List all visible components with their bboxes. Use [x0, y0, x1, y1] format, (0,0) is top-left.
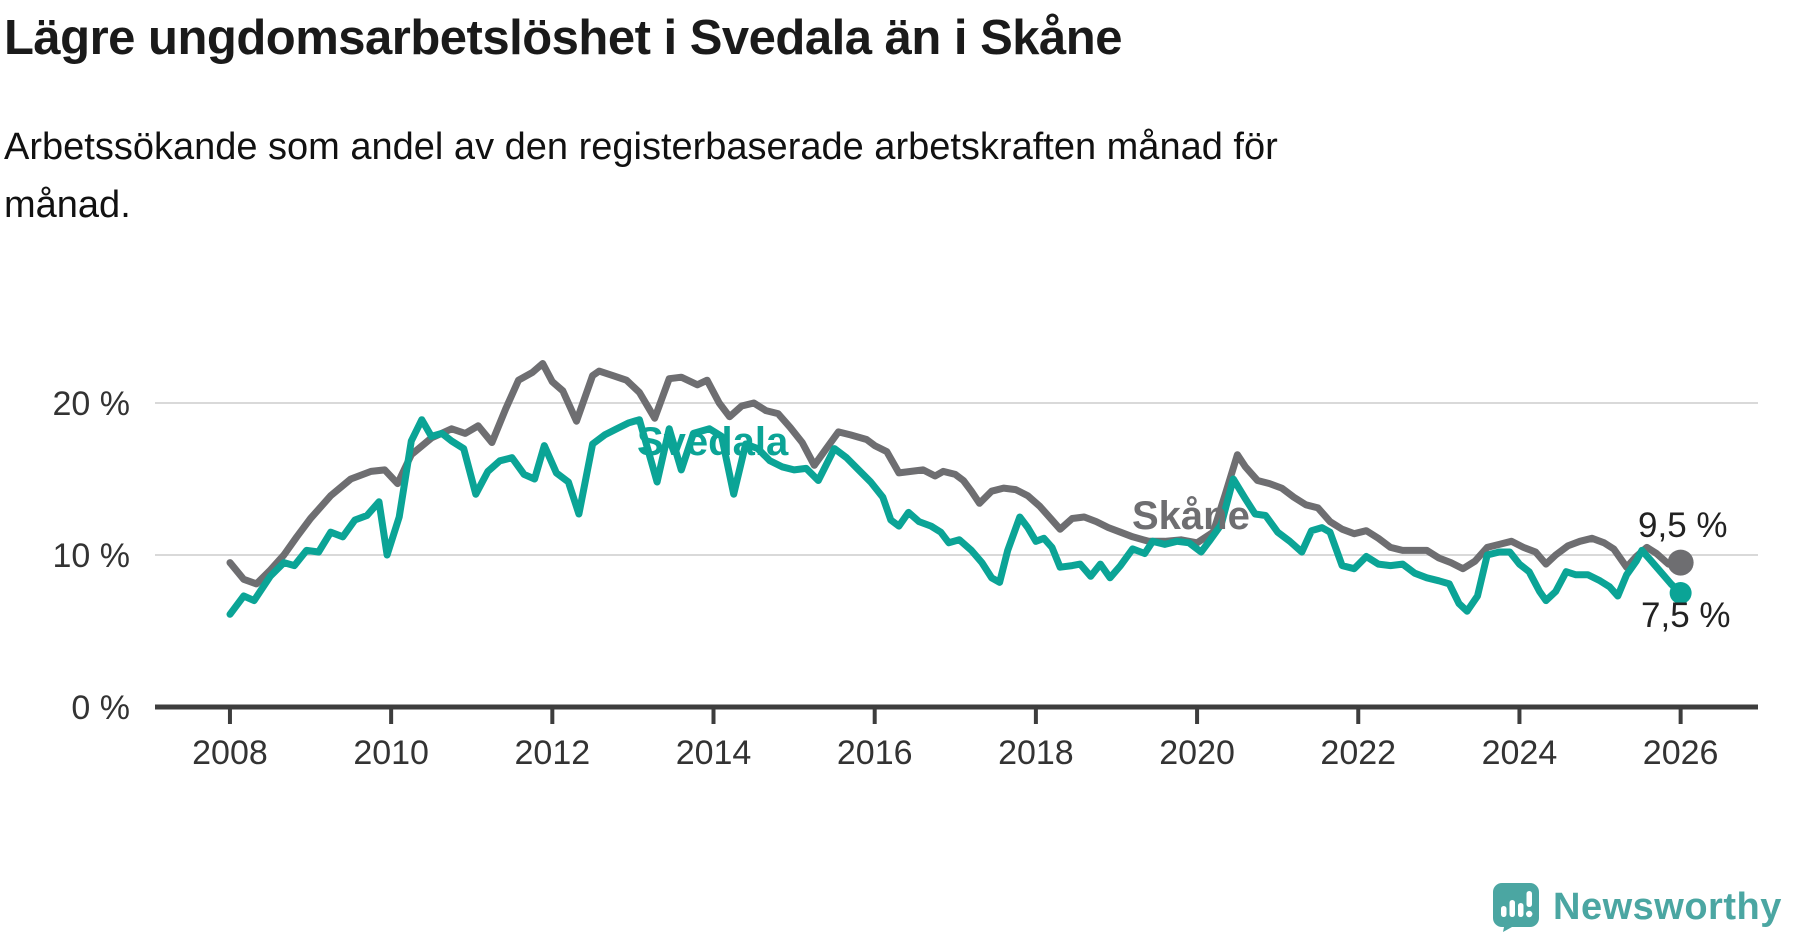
skane-end-value-label: 9,5 % [1638, 506, 1728, 545]
svedala-end-dot [1669, 582, 1692, 604]
x-tick-label: 2008 [192, 734, 268, 772]
newsworthy-logo-icon [1493, 883, 1539, 932]
x-tick-label: 2016 [837, 734, 913, 772]
chart-subtitle-line1: Arbetssökande som andel av den registerb… [4, 126, 1278, 168]
skne-line [226, 360, 1685, 588]
x-tick-label: 2024 [1482, 734, 1558, 772]
y-tick-label: 20 % [53, 385, 131, 423]
x-tick-label: 2010 [353, 734, 429, 772]
svedala-line [226, 416, 1685, 618]
svedala-end-value-label: 7,5 % [1641, 596, 1731, 635]
chart-subtitle-line2: månad. [4, 184, 131, 226]
skane-line-label: Skåne [1132, 494, 1250, 538]
x-tick-label: 2022 [1320, 734, 1396, 772]
y-tick-label: 0 % [71, 689, 130, 727]
page-title: Lägre ungdomsarbetslöshet i Svedala än i… [4, 11, 1122, 65]
x-tick-label: 2012 [515, 734, 591, 772]
y-tick-label: 10 % [53, 537, 131, 575]
newsworthy-logo: Newsworthy [1492, 882, 1782, 932]
x-tick-label: 2014 [676, 734, 752, 772]
svedala-line-label: Svedala [637, 420, 789, 464]
x-tick-label: 2026 [1643, 734, 1719, 772]
chart-subtitle: Arbetssökande som andel av den registerb… [4, 118, 1278, 234]
skne-end-dot [1667, 549, 1694, 576]
x-tick-label: 2018 [998, 734, 1074, 772]
newsworthy-logo-text: Newsworthy [1553, 886, 1782, 928]
x-tick-label: 2020 [1159, 734, 1235, 772]
